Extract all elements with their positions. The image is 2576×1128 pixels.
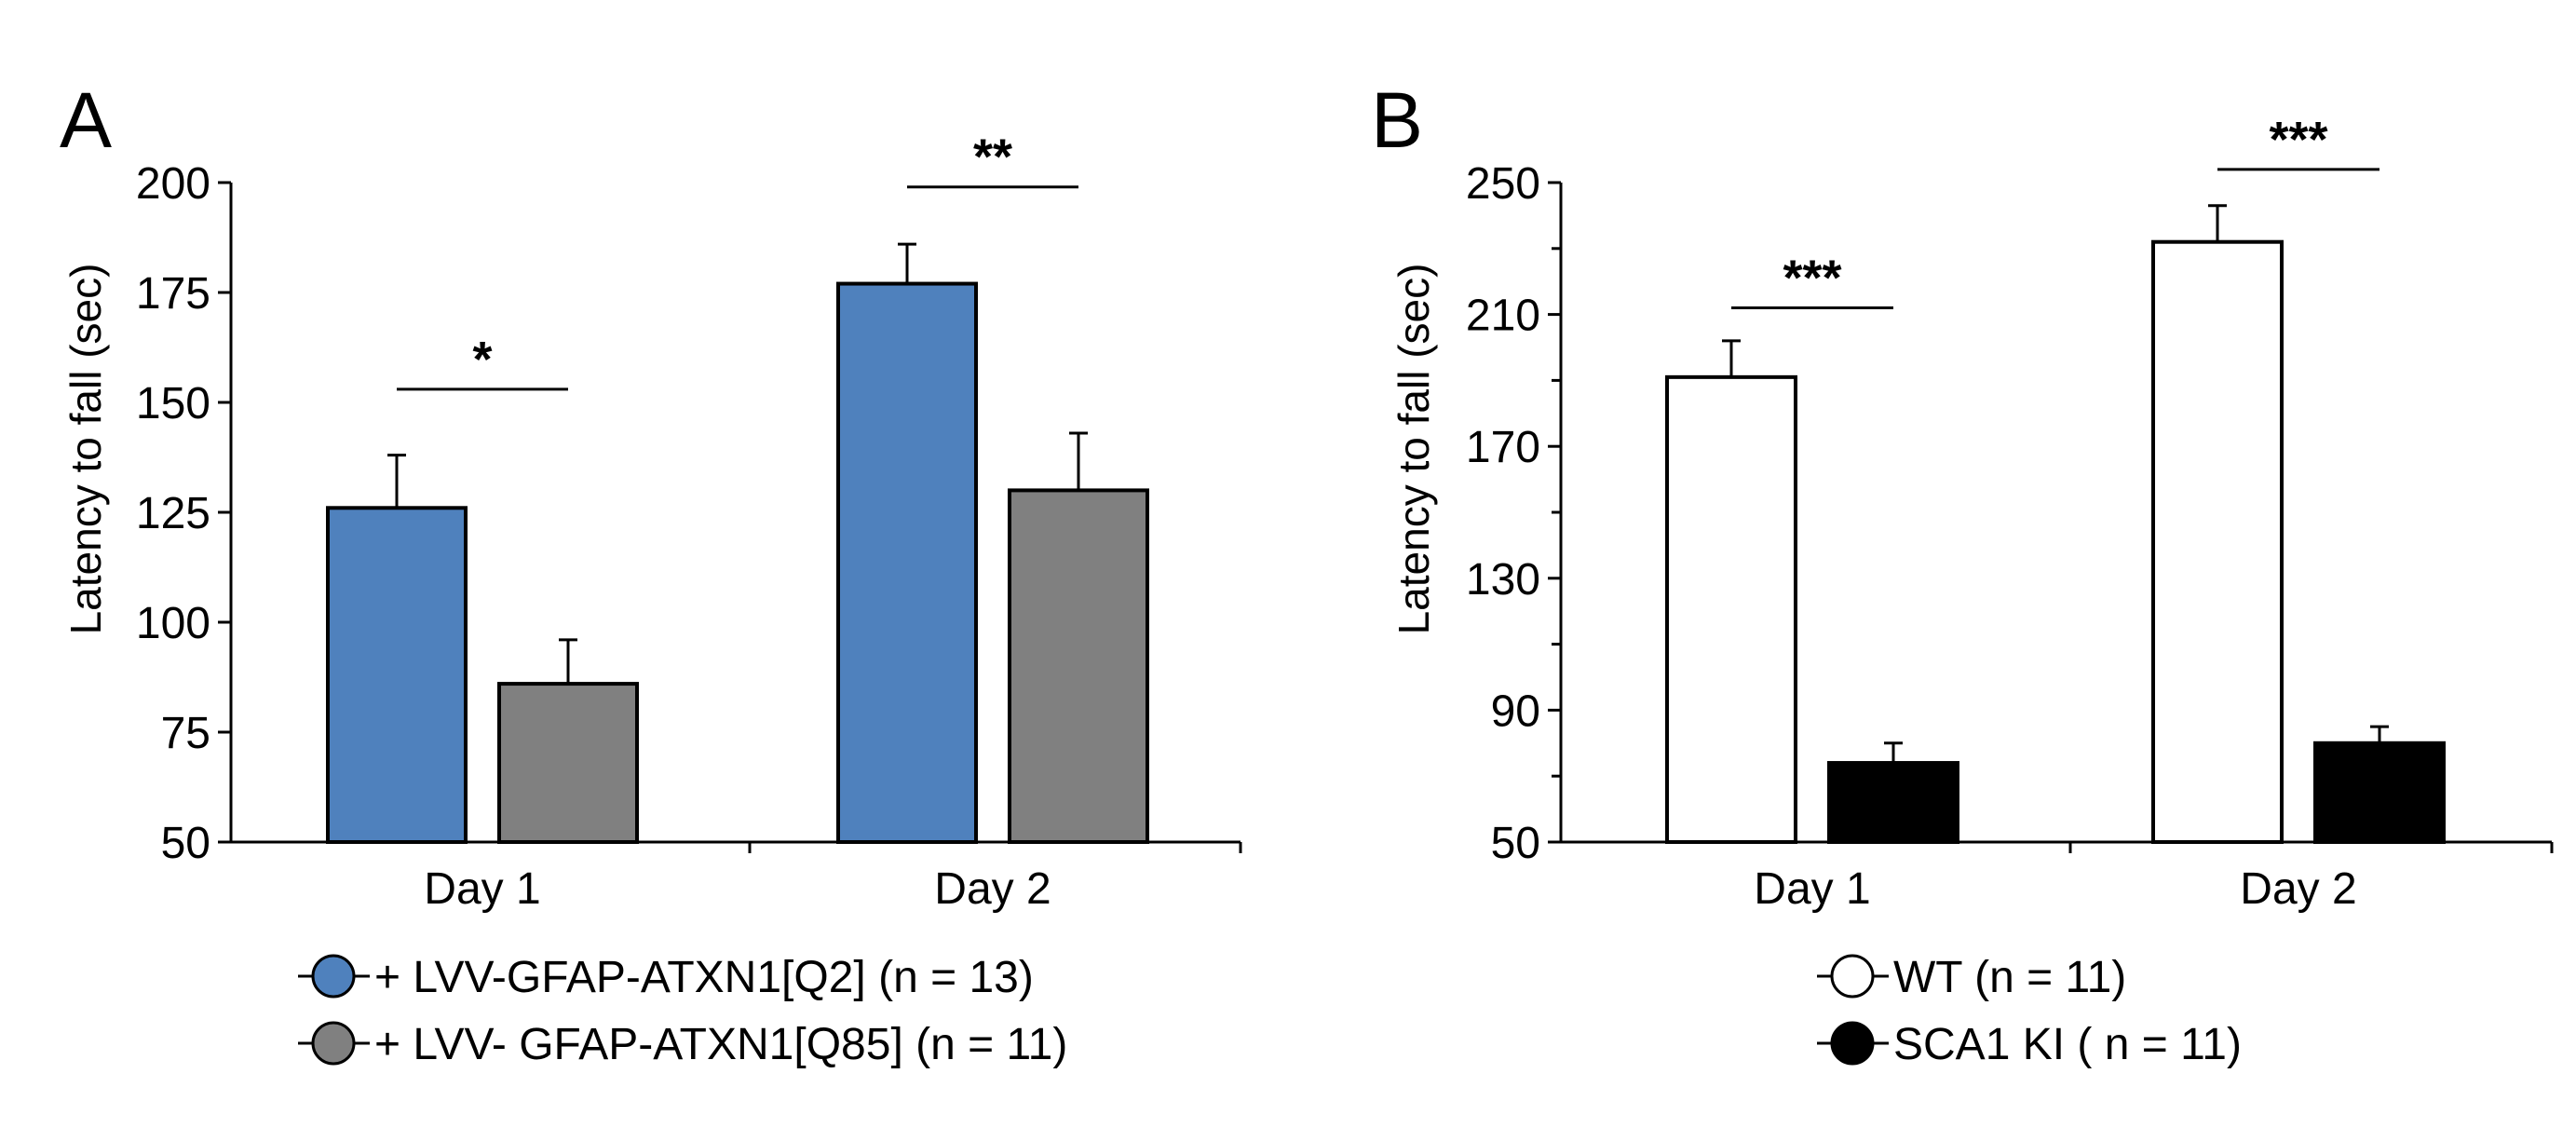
panel-a-category-label: Day 1 <box>424 864 540 914</box>
panel-a-y-axis-label: Latency to fall (sec) <box>61 264 110 635</box>
panel-a-significance-stars: * <box>472 332 492 387</box>
panel-a-y-tick-label: 125 <box>136 489 210 538</box>
panel-a-y-tick-label: 75 <box>161 709 210 758</box>
panel-b-y-tick-label: 130 <box>1466 555 1540 605</box>
panel-a-significance-stars: ** <box>973 129 1012 185</box>
panel-b-bar-2-2 <box>2313 741 2446 844</box>
panel-b-y-tick-label: 90 <box>1491 686 1540 736</box>
panel-a-y-tick-label: 50 <box>161 819 210 868</box>
panel-a-bar-2-1 <box>497 682 639 845</box>
panel-a-legend-marker <box>311 954 356 999</box>
panel-a-bar-1-2 <box>836 281 978 844</box>
panel-b-bar-1-2 <box>2151 239 2284 845</box>
panel-a-letter: A <box>60 76 112 164</box>
panel-b-category-label: Day 2 <box>2240 864 2356 914</box>
panel-b-y-tick-label: 210 <box>1466 292 1540 341</box>
panel-b-significance-stars: *** <box>1783 251 1841 306</box>
panel-a-bar-1-1 <box>326 506 468 845</box>
panel-a-y-tick-label: 200 <box>136 159 210 209</box>
panel-b-y-tick-label: 250 <box>1466 159 1540 209</box>
panel-a-y-tick-label: 100 <box>136 599 210 648</box>
panel-b-bar-2-1 <box>1827 761 1959 844</box>
panel-b-legend-label: SCA1 KI ( n = 11) <box>1893 1020 2242 1069</box>
panel-a-bar-2-2 <box>1008 488 1149 845</box>
panel-b: B Latency to fall (sec) 250 210 170 130 90 50… <box>1371 76 2554 1069</box>
panel-b-significance-stars: *** <box>2269 112 2327 168</box>
panel-b-legend-marker <box>1830 954 1875 999</box>
panel-a-legend-label: + LVV-GFAP-ATXN1[Q2] (n = 13) <box>374 953 1034 1002</box>
panel-b-y-tick-label: 50 <box>1491 819 1540 868</box>
panel-a-legend-label: + LVV- GFAP-ATXN1[Q85] (n = 11) <box>374 1020 1067 1069</box>
panel-a-y-tick-label: 150 <box>136 379 210 428</box>
panel-b-legend-marker <box>1830 1021 1875 1066</box>
panel-b-y-axis-label: Latency to fall (sec) <box>1390 264 1438 635</box>
panel-b-category-label: Day 1 <box>1754 864 1870 914</box>
panel-b-legend-label: WT (n = 11) <box>1893 953 2126 1002</box>
panel-a: A Latency to fall (sec) 200 175 150 125 100 7… <box>60 76 1242 1069</box>
panel-b-bar-1-1 <box>1665 374 1797 844</box>
panel-b-y-tick-label: 170 <box>1466 423 1540 472</box>
panel-a-legend-marker <box>311 1021 356 1066</box>
panel-b-letter: B <box>1371 76 1423 164</box>
panel-a-y-tick-label: 175 <box>136 269 210 319</box>
panel-a-category-label: Day 2 <box>934 864 1051 914</box>
